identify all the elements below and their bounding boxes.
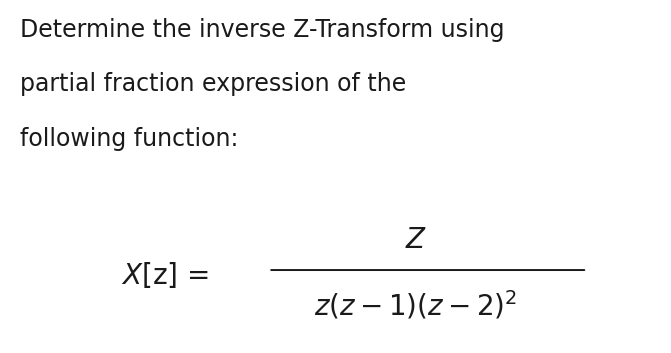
Text: following function:: following function: (20, 127, 238, 151)
Text: $\mathit{Z}$: $\mathit{Z}$ (405, 226, 427, 254)
Text: partial fraction expression of the: partial fraction expression of the (20, 72, 407, 96)
Text: $\mathit{z}(\mathit{z}-1)(\mathit{z}-2)^2$: $\mathit{z}(\mathit{z}-1)(\mathit{z}-2)^… (315, 289, 517, 322)
Text: $\mathit{X}$[z] =: $\mathit{X}$[z] = (121, 261, 209, 290)
Text: Determine the inverse Z-Transform using: Determine the inverse Z-Transform using (20, 18, 505, 42)
